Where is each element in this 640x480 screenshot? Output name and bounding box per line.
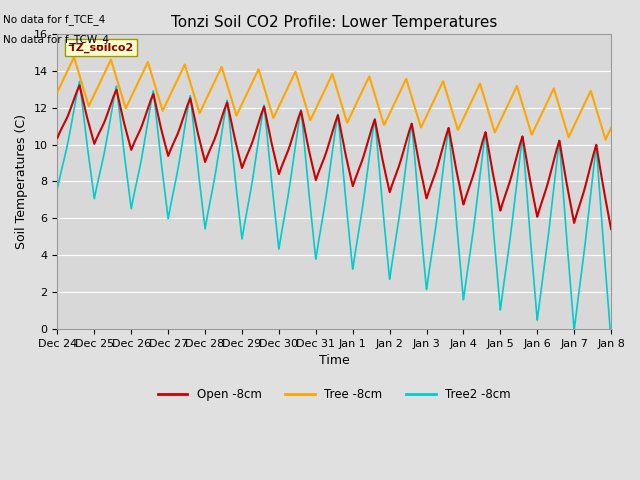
Y-axis label: Soil Temperatures (C): Soil Temperatures (C) [15,114,28,249]
Text: TZ_soilco2: TZ_soilco2 [68,43,134,53]
Legend: Open -8cm, Tree -8cm, Tree2 -8cm: Open -8cm, Tree -8cm, Tree2 -8cm [153,384,515,406]
X-axis label: Time: Time [319,354,349,367]
Text: No data for f_TCW_4: No data for f_TCW_4 [3,34,109,45]
Title: Tonzi Soil CO2 Profile: Lower Temperatures: Tonzi Soil CO2 Profile: Lower Temperatur… [171,15,497,30]
Text: No data for f_TCE_4: No data for f_TCE_4 [3,14,106,25]
